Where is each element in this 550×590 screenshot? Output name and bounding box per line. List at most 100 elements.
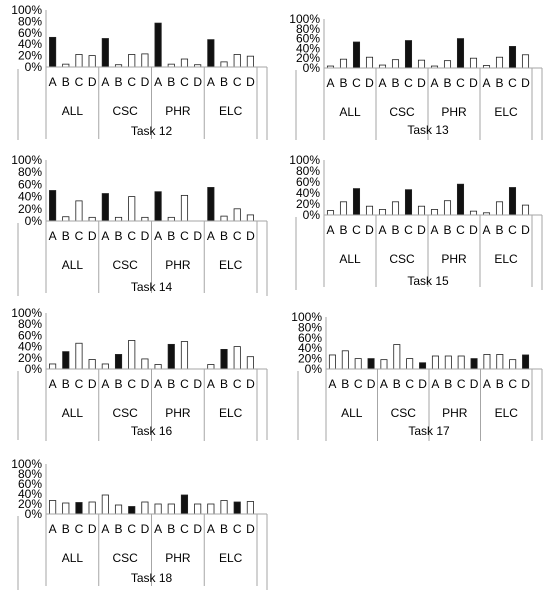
x-category-label: B — [62, 75, 70, 89]
bar — [180, 58, 189, 68]
bar — [417, 205, 426, 216]
bar — [154, 364, 162, 370]
x-group-label: CSC — [112, 551, 138, 565]
bar — [114, 504, 123, 515]
bar — [509, 359, 517, 370]
x-group-label: CSC — [389, 105, 415, 119]
x-category-label: A — [328, 377, 336, 391]
bar-correct-answer — [167, 343, 175, 370]
x-category-label: B — [62, 229, 70, 243]
bar-correct-answer — [154, 22, 162, 68]
x-group-label: CSC — [389, 252, 415, 266]
y-tick-label: 0% — [25, 507, 43, 521]
x-category-label: B — [393, 377, 401, 391]
x-category-label: B — [495, 223, 503, 237]
x-category-label: A — [101, 522, 109, 536]
y-tick-label: 40% — [296, 186, 320, 200]
x-category-label: A — [430, 223, 438, 237]
x-category-label: C — [180, 522, 189, 536]
bar — [339, 58, 348, 69]
bar — [141, 358, 149, 370]
x-category-label: A — [154, 229, 162, 243]
x-group-label: ALL — [341, 406, 363, 420]
bar — [431, 355, 439, 370]
x-category-label: B — [339, 223, 347, 237]
x-group-label: PHR — [441, 252, 467, 266]
x-category-label: A — [154, 377, 162, 391]
bar — [393, 344, 401, 370]
x-category-label: D — [521, 377, 530, 391]
bar — [483, 354, 491, 370]
bar — [180, 341, 189, 370]
x-group-label: ELC — [494, 105, 518, 119]
bar-correct-answer — [207, 39, 215, 68]
y-tick-label: 40% — [18, 37, 42, 51]
bar-correct-answer — [352, 41, 361, 69]
x-group-label: ELC — [219, 258, 243, 272]
bar — [469, 57, 478, 69]
bar-correct-answer — [508, 187, 517, 216]
x-category-label: B — [115, 377, 123, 391]
bar — [88, 501, 96, 515]
x-category-label: D — [365, 76, 374, 90]
bar — [443, 200, 452, 216]
bar — [469, 210, 478, 216]
x-category-label: D — [88, 522, 97, 536]
chart-title: Task 14 — [131, 280, 173, 294]
bar — [62, 502, 70, 515]
y-tick-label: 0% — [303, 208, 321, 222]
x-category-label: D — [365, 223, 374, 237]
x-group-label: PHR — [441, 105, 467, 119]
bar-correct-answer — [367, 358, 375, 370]
bar — [75, 200, 83, 222]
x-category-label: B — [496, 377, 504, 391]
x-category-label: A — [49, 229, 57, 243]
bar — [521, 204, 530, 216]
x-group-label: ALL — [62, 551, 84, 565]
bar-correct-answer — [101, 38, 109, 68]
x-category-label: A — [482, 223, 490, 237]
y-tick-label: 100% — [11, 153, 42, 167]
bar — [220, 500, 228, 515]
x-category-label: A — [49, 75, 57, 89]
x-category-label: C — [508, 223, 517, 237]
x-category-label: D — [246, 377, 255, 391]
bar — [430, 209, 439, 216]
x-category-label: A — [380, 377, 388, 391]
bar-correct-answer — [62, 351, 70, 370]
bar — [496, 354, 504, 370]
x-category-label: C — [233, 75, 242, 89]
x-category-label: B — [220, 377, 228, 391]
x-category-label: A — [378, 76, 386, 90]
bar-correct-answer — [114, 354, 123, 370]
y-tick-label: 20% — [18, 49, 42, 63]
x-group-label: ALL — [339, 252, 361, 266]
bar — [328, 354, 336, 370]
x-category-label: A — [154, 522, 162, 536]
x-category-label: D — [193, 522, 202, 536]
bar-correct-answer — [470, 358, 478, 370]
x-category-label: D — [470, 377, 479, 391]
x-category-label: D — [469, 223, 478, 237]
y-tick-label: 20% — [18, 351, 42, 365]
x-group-label: ELC — [219, 551, 243, 565]
bar — [443, 60, 452, 69]
x-group-label: ELC — [494, 252, 518, 266]
x-group-label: CSC — [112, 258, 138, 272]
bar — [88, 216, 96, 222]
bar — [128, 54, 136, 68]
x-group-label: PHR — [165, 551, 191, 565]
y-tick-label: 20% — [18, 202, 42, 216]
bar — [220, 61, 228, 68]
x-group-label: PHR — [165, 258, 191, 272]
y-tick-label: 20% — [296, 51, 320, 65]
y-tick-label: 40% — [18, 190, 42, 204]
x-category-label: C — [127, 229, 136, 243]
bar — [49, 500, 57, 515]
y-tick-label: 20% — [296, 197, 320, 211]
bar — [233, 54, 241, 68]
bar-correct-answer — [207, 187, 215, 222]
